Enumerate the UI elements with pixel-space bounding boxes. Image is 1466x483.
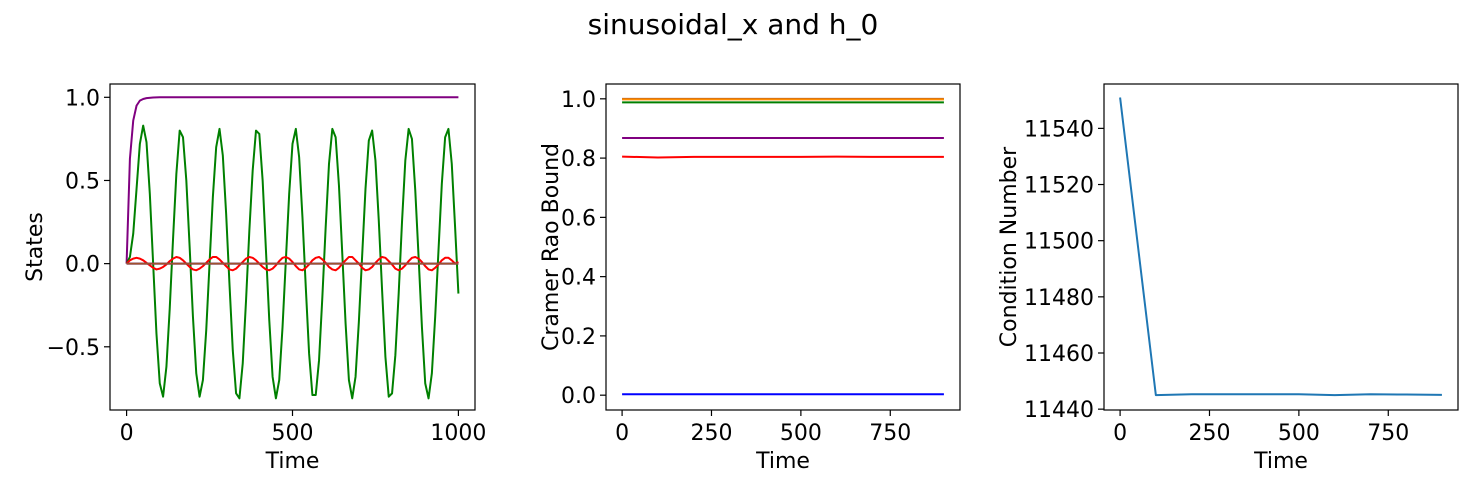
states-x-axis-label: Time — [265, 449, 320, 474]
figure-title: sinusoidal_x and h_0 — [588, 8, 879, 41]
crb-ytick-label: 0.6 — [561, 206, 596, 231]
condition-number-plot: 0 250 500 750 11440 11460 11480 11500 11520 11540… — [997, 83, 1459, 474]
states-xtick-label: 1000 — [430, 421, 486, 446]
cramer-rao-bound-plot: 0 250 500 750 0.0 0.2 0.4 0.6 0.8 1.0 Time Cramer R… — [539, 83, 961, 474]
crb-xtick-label: 750 — [869, 421, 911, 446]
crb-x-axis-label: Time — [755, 449, 810, 474]
cond-xtick-label: 250 — [1188, 421, 1230, 446]
states-series-line-1 — [125, 124, 460, 400]
states-ytick-label: 1.0 — [65, 86, 100, 111]
cond-ytick-label: 11540 — [1024, 117, 1094, 142]
states-series-line-2 — [125, 255, 459, 272]
crb-ytick-label: 0.4 — [561, 266, 596, 291]
cond-ytick-label: 11440 — [1024, 398, 1094, 423]
cond-ytick-label: 11520 — [1024, 174, 1094, 199]
crb-xtick-label: 0 — [615, 421, 629, 446]
cond-ytick-label: 11500 — [1024, 230, 1094, 255]
cond-series-line-0 — [1119, 97, 1442, 397]
crb-y-axis-label: Cramer Rao Bound — [539, 143, 564, 351]
crb-axes-frame — [605, 83, 961, 411]
crb-series-line-0 — [622, 155, 944, 159]
crb-ytick-label: 1.0 — [561, 88, 596, 113]
crb-ytick-label: 0.8 — [561, 147, 596, 172]
cond-ytick-label: 11460 — [1024, 342, 1094, 367]
crb-ytick-label: 0.2 — [561, 325, 596, 350]
states-xtick-label: 0 — [120, 421, 134, 446]
cond-ytick-label: 11480 — [1024, 286, 1094, 311]
cond-x-axis-label: Time — [1253, 449, 1308, 474]
states-plot: 0 500 1000 −0.5 0.0 0.5 1.0 Time States — [23, 83, 486, 474]
states-ytick-label: −0.5 — [47, 336, 100, 361]
crb-xtick-label: 500 — [780, 421, 822, 446]
states-axes-frame — [109, 83, 476, 411]
states-series-line-0 — [125, 96, 459, 264]
states-ytick-label: 0.5 — [65, 169, 100, 194]
cond-axes-frame — [1103, 83, 1459, 411]
cond-xtick-label: 750 — [1367, 421, 1409, 446]
cond-xtick-label: 0 — [1113, 421, 1127, 446]
states-y-axis-label: States — [23, 212, 48, 282]
crb-xtick-label: 250 — [690, 421, 732, 446]
states-xtick-label: 500 — [272, 421, 314, 446]
cond-y-axis-label: Condition Number — [997, 146, 1022, 347]
crb-ytick-label: 0.0 — [561, 384, 596, 409]
states-ytick-label: 0.0 — [65, 253, 100, 278]
cond-xtick-label: 500 — [1278, 421, 1320, 446]
